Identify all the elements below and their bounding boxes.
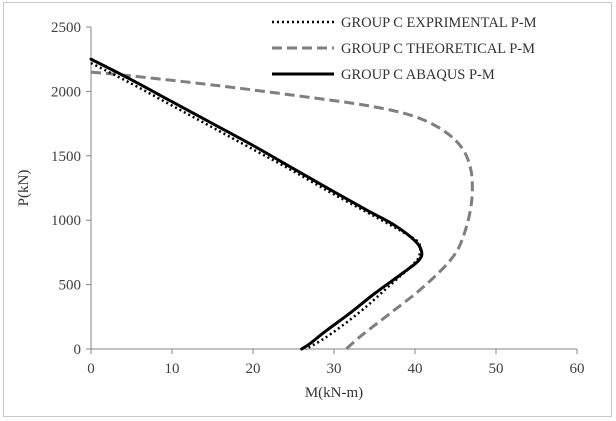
series-line-1 <box>90 61 422 351</box>
y-tick-label: 2000 <box>51 84 81 100</box>
x-tick-label: 50 <box>489 361 504 377</box>
x-tick-label: 0 <box>87 361 95 377</box>
legend: GROUP C EXPRIMENTAL P-M GROUP C THEORETIC… <box>272 15 537 83</box>
axes: 0 500 1000 1500 2000 2500 0 10 20 30 40 50 60 <box>51 20 585 377</box>
x-tick-label: 60 <box>570 361 585 377</box>
legend-label-3: GROUP C ABAQUS P-M <box>341 67 495 83</box>
legend-label-2: GROUP C THEORETICAL P-M <box>341 41 535 57</box>
x-axis-title: M(kN-m) <box>305 385 363 401</box>
x-tick-label: 20 <box>246 361 261 377</box>
pm-interaction-chart: 0 500 1000 1500 2000 2500 0 10 20 30 40 50 60 GROUP … <box>16 15 585 401</box>
y-tick-label: 1500 <box>51 149 81 165</box>
y-axis-title: P(kN) <box>16 170 32 207</box>
y-tick-label: 2500 <box>51 20 81 36</box>
chart-frame: 0 500 1000 1500 2000 2500 0 10 20 30 40 50 60 GROUP … <box>3 2 612 417</box>
y-tick-label: 0 <box>74 342 82 358</box>
y-tick-label: 500 <box>59 278 82 294</box>
series-line-3 <box>89 57 424 351</box>
y-tick-label: 1000 <box>51 213 81 229</box>
series-line-2 <box>90 70 474 351</box>
x-tick-label: 10 <box>165 361 180 377</box>
x-tick-label: 30 <box>327 361 342 377</box>
legend-label-1: GROUP C EXPRIMENTAL P-M <box>341 15 537 31</box>
series-layer <box>89 57 474 351</box>
x-tick-label: 40 <box>408 361 423 377</box>
